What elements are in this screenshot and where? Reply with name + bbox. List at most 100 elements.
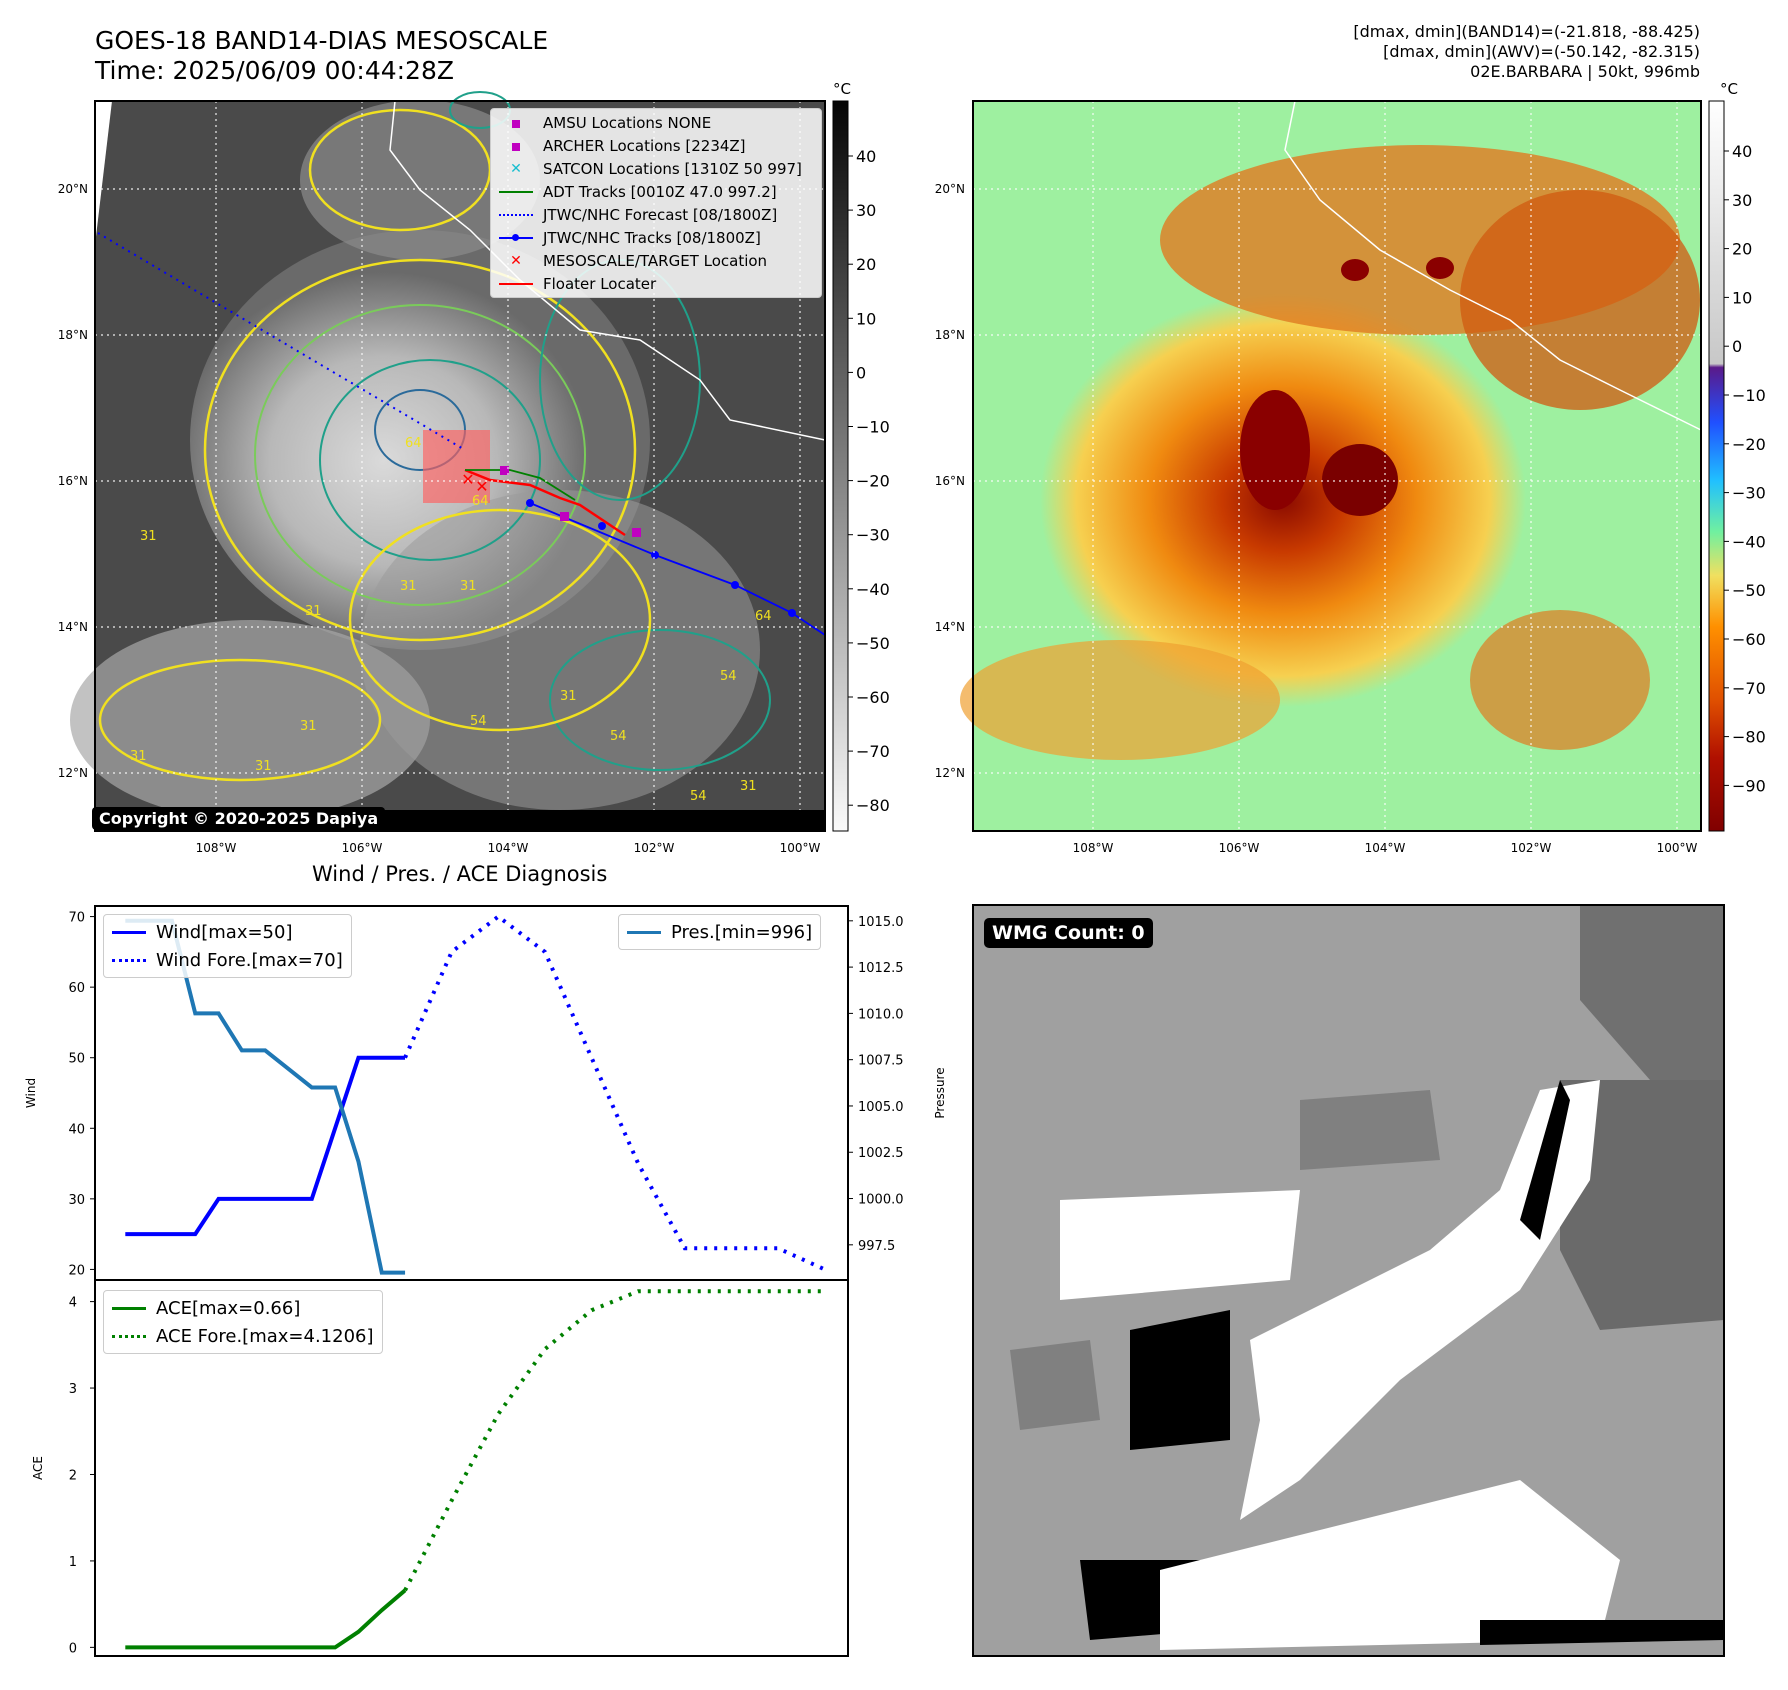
- legend-label: ACE[max=0.66]: [156, 1297, 301, 1319]
- line-swatch-icon: [112, 930, 146, 934]
- wind-axis-label: Wind: [24, 1078, 38, 1108]
- map1-lon-label: 104°W: [488, 841, 529, 855]
- ir-enhanced-map: [960, 100, 1702, 832]
- pressure-tick-label: 1012.5: [858, 961, 904, 976]
- map1-axis-labels: 20°N 18°N 16°N 14°N 12°N 108°W 106°W 104…: [58, 182, 821, 855]
- color-colorbar-label: −70: [1732, 679, 1766, 698]
- color-colorbar-label: −90: [1732, 776, 1766, 795]
- legend-item-adt: ADT Tracks [0010Z 47.0 997.2]: [491, 180, 821, 203]
- x-marker-icon: ✕: [510, 160, 522, 177]
- gray-colorbar-label: 30: [856, 201, 876, 220]
- legend-item-ace: ACE[max=0.66]: [104, 1294, 374, 1322]
- legend-item-satcon: ✕ SATCON Locations [1310Z 50 997]: [491, 157, 821, 180]
- map2-lon-label: 104°W: [1365, 841, 1406, 855]
- square-marker-icon: [499, 137, 533, 155]
- diagnosis-title: Wind / Pres. / ACE Diagnosis: [312, 862, 608, 886]
- gray-colorbar-label: −60: [856, 688, 890, 707]
- dotted-line-icon: [112, 1334, 146, 1338]
- ace-axis-label: ACE: [31, 1456, 45, 1480]
- map1-lon-label: 100°W: [780, 841, 821, 855]
- contour-label: 31: [560, 689, 577, 704]
- title-line-2: Time: 2025/06/09 00:44:28Z: [95, 56, 454, 85]
- series-line-0-0: [125, 1055, 406, 1237]
- contour-label: 31: [300, 719, 317, 734]
- legend-item-pressure: Pres.[min=996]: [619, 918, 812, 946]
- svg-text:✕: ✕: [475, 477, 488, 496]
- wmg-panel: [972, 904, 1725, 1657]
- series-line-1-0: [125, 1588, 407, 1650]
- color-colorbar-label: −10: [1732, 386, 1766, 405]
- legend-item-archer: ARCHER Locations [2234Z]: [491, 134, 821, 157]
- wind-tick-label: 30: [68, 1193, 85, 1208]
- map1-lon-label: 106°W: [342, 841, 383, 855]
- gray-colorbar-label: −20: [856, 472, 890, 491]
- gray-colorbar-label: −70: [856, 742, 890, 761]
- legend-label: MESOSCALE/TARGET Location: [543, 251, 768, 270]
- pressure-tick-label: 1010.0: [858, 1007, 904, 1022]
- line-dot-icon: [499, 233, 533, 241]
- gray-colorbar: °C 40 30 20 10 0 −10 −20 −30 −40 −50 −60 −70 −80: [832, 80, 890, 832]
- line-swatch-icon: [112, 1306, 146, 1310]
- wind-tick-label: 60: [68, 981, 85, 996]
- legend-label: ADT Tracks [0010Z 47.0 997.2]: [543, 182, 777, 201]
- pressure-legend: Pres.[min=996]: [618, 914, 822, 950]
- ace-legend: ACE[max=0.66] ACE Fore.[max=4.1206]: [103, 1290, 383, 1354]
- ace-tick-label: 1: [69, 1555, 77, 1570]
- gray-colorbar-label: 40: [856, 147, 876, 166]
- storm-info: [dmax, dmin](BAND14)=(-21.818, -88.425) …: [1353, 22, 1700, 82]
- legend-label: AMSU Locations NONE: [543, 113, 712, 132]
- dotted-line-icon: [112, 958, 146, 962]
- map2-lat-label: 12°N: [935, 766, 965, 780]
- map2-lat-label: 14°N: [935, 620, 965, 634]
- line-swatch-icon: [499, 190, 533, 193]
- map1-lat-label: 18°N: [58, 328, 88, 342]
- map1-lat-label: 12°N: [58, 766, 88, 780]
- legend-label: ARCHER Locations [2234Z]: [543, 136, 746, 155]
- contour-label: 54: [690, 789, 707, 804]
- map1-lat-label: 16°N: [58, 474, 88, 488]
- map2-axis-labels: 20°N 18°N 16°N 14°N 12°N 108°W 106°W 104…: [935, 182, 1698, 855]
- info-awv: [dmax, dmin](AWV)=(-50.142, -82.315): [1383, 42, 1700, 61]
- legend-label: Wind[max=50]: [156, 921, 293, 943]
- gray-colorbar-label: −80: [856, 796, 890, 815]
- contour-label: 54: [720, 669, 737, 684]
- square-marker-icon: [499, 114, 533, 132]
- legend-label: Pres.[min=996]: [671, 921, 813, 943]
- series-line-0-1: [403, 914, 826, 1272]
- map1-lat-label: 20°N: [58, 182, 88, 196]
- contour-label: 64: [472, 494, 489, 509]
- contour-label: 54: [470, 714, 487, 729]
- gray-colorbar-label: −40: [856, 580, 890, 599]
- pressure-tick-label: 1015.0: [858, 915, 904, 930]
- gray-colorbar-label: 20: [856, 255, 876, 274]
- wind-tick-label: 50: [68, 1052, 85, 1067]
- wind-tick-label: 70: [68, 911, 85, 926]
- ace-tick-label: 4: [69, 1296, 77, 1311]
- color-colorbar-label: 20: [1732, 240, 1752, 259]
- legend-item-tracks: JTWC/NHC Tracks [08/1800Z]: [491, 226, 821, 249]
- map2-lat-label: 20°N: [935, 182, 965, 196]
- figure-title: GOES-18 BAND14-DIAS MESOSCALE Time: 2025…: [95, 26, 548, 86]
- dotted-line-icon: [499, 213, 533, 216]
- pressure-tick-label: 1005.0: [858, 1100, 904, 1115]
- legend-label: Wind Fore.[max=70]: [156, 949, 343, 971]
- color-colorbar-unit: °C: [1720, 80, 1738, 98]
- legend-item-forecast: JTWC/NHC Forecast [08/1800Z]: [491, 203, 821, 226]
- map2-lat-label: 18°N: [935, 328, 965, 342]
- series-line-1-1: [403, 1289, 825, 1592]
- map1-lon-label: 102°W: [634, 841, 675, 855]
- wind-tick-label: 40: [68, 1122, 85, 1137]
- color-colorbar-label: −30: [1732, 484, 1766, 503]
- color-colorbar-label: −60: [1732, 630, 1766, 649]
- contour-label: 31: [130, 749, 147, 764]
- color-colorbar: °C 40 30 20 10 0 −10 −20 −30 −40 −50 −60 −70 −80 −90: [1708, 80, 1766, 832]
- info-band14: [dmax, dmin](BAND14)=(-21.818, -88.425): [1353, 22, 1700, 41]
- pressure-axis-label: Pressure: [933, 1067, 947, 1118]
- pressure-tick-label: 997.5: [858, 1239, 895, 1254]
- map1-lon-label: 108°W: [196, 841, 237, 855]
- title-line-1: GOES-18 BAND14-DIAS MESOSCALE: [95, 26, 549, 55]
- contour-label: 54: [610, 729, 627, 744]
- color-colorbar-label: 0: [1732, 337, 1742, 356]
- color-colorbar-label: 40: [1732, 142, 1752, 161]
- contour-label: 31: [740, 779, 757, 794]
